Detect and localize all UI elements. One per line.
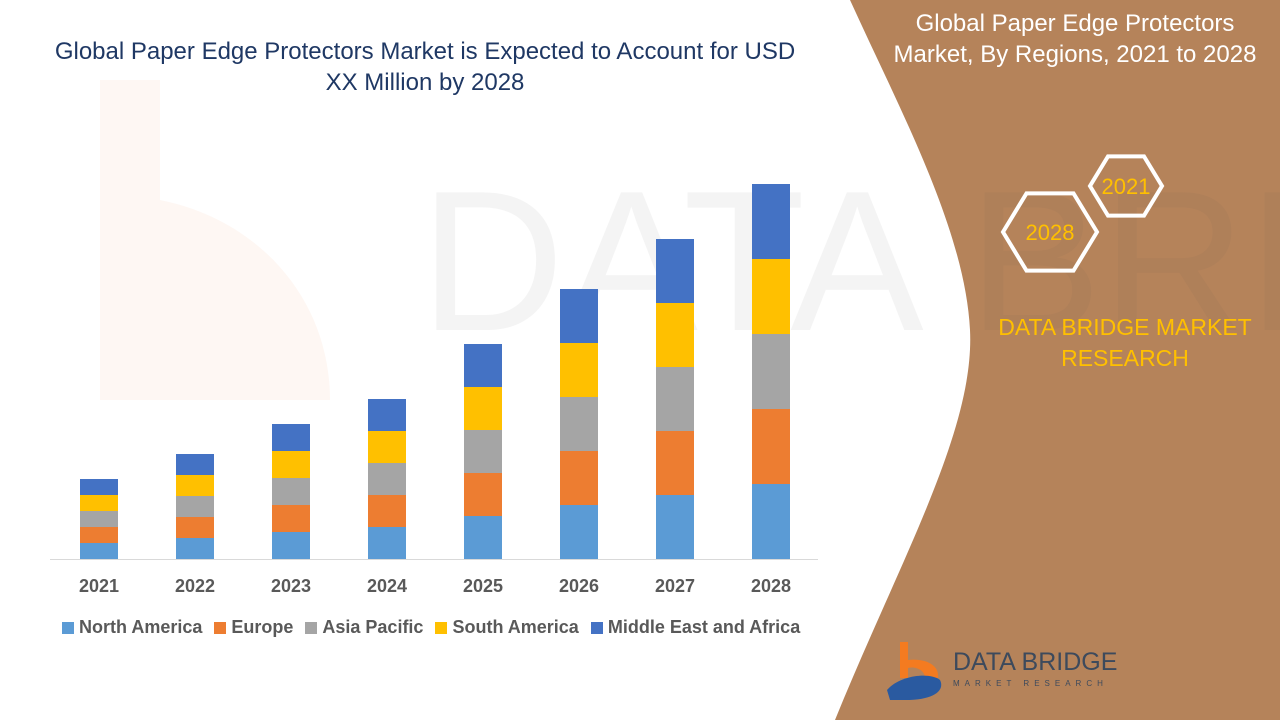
bar-middle-east-and-africa-2027	[656, 239, 694, 303]
logo-text: DATA BRIDGE	[953, 648, 1118, 676]
x-tick-label: 2021	[79, 576, 119, 596]
legend-swatch	[590, 621, 603, 634]
bar-asia-pacific-2021	[80, 511, 118, 527]
stacked-bar-chart: 2021 2022 2023 2024 2025 2026 2027 2028	[50, 184, 818, 596]
bar-middle-east-and-africa-2021	[80, 479, 118, 495]
bar-europe-2023	[272, 505, 310, 532]
bar-north-america-2026	[560, 505, 598, 559]
bar-middle-east-and-africa-2023	[272, 424, 310, 451]
bar-asia-pacific-2024	[368, 463, 406, 495]
bar-south-america-2025	[464, 387, 502, 430]
brand-name: DATA BRIDGE MARKET RESEARCH	[998, 314, 1252, 371]
bar-middle-east-and-africa-2028	[752, 184, 790, 259]
x-tick-label: 2026	[559, 576, 599, 596]
bar-middle-east-and-africa-2022	[176, 454, 214, 475]
bar-south-america-2021	[80, 495, 118, 511]
hexagon-2021	[1087, 154, 1165, 218]
x-tick-label: 2025	[463, 576, 503, 596]
legend-item: Europe	[214, 617, 293, 638]
bar-europe-2024	[368, 495, 406, 527]
x-tick-label: 2023	[271, 576, 311, 596]
bar-europe-2025	[464, 473, 502, 516]
bar-europe-2021	[80, 527, 118, 543]
bar-asia-pacific-2023	[272, 478, 310, 505]
bar-south-america-2026	[560, 343, 598, 397]
bar-middle-east-and-africa-2024	[368, 399, 406, 431]
legend-swatch	[305, 621, 318, 634]
bar-south-america-2027	[656, 303, 694, 367]
bar-south-america-2023	[272, 451, 310, 478]
bar-north-america-2025	[464, 516, 502, 559]
bar-south-america-2022	[176, 475, 214, 496]
side-panel-title: Global Paper Edge Protectors Market, By …	[893, 10, 1257, 68]
legend-label: Asia Pacific	[322, 617, 424, 637]
legend-label: Middle East and Africa	[607, 617, 801, 637]
x-tick-label: 2027	[655, 576, 695, 596]
legend-item: Asia Pacific	[305, 617, 423, 638]
bar-north-america-2023	[272, 532, 310, 559]
bar-europe-2026	[560, 451, 598, 505]
logo-icon	[887, 642, 942, 700]
bar-north-america-2022	[176, 538, 214, 559]
chart-title: Global Paper Edge Protectors Market is E…	[54, 38, 796, 96]
bar-asia-pacific-2022	[176, 496, 214, 517]
side-panel	[835, 0, 1280, 720]
legend-item: Middle East and Africa	[590, 617, 801, 638]
bar-europe-2027	[656, 431, 694, 495]
hexagons: 2021 2028	[1000, 154, 1165, 273]
bar-north-america-2027	[656, 495, 694, 559]
hexagon-2028	[1000, 191, 1100, 273]
x-tick-label: 2024	[367, 576, 407, 596]
legend-swatch	[435, 621, 448, 634]
legend: North America Europe Asia Pacific South Ame…	[62, 617, 800, 638]
legend-swatch	[62, 621, 74, 634]
bar-middle-east-and-africa-2025	[464, 344, 502, 387]
hexagon-label: 2028	[1026, 220, 1075, 245]
legend-label: North America	[79, 617, 203, 637]
bar-south-america-2028	[752, 259, 790, 334]
legend-label: South America	[452, 617, 579, 637]
watermark-logo-b	[100, 80, 330, 400]
x-tick-label: 2022	[175, 576, 215, 596]
x-tick-label: 2028	[751, 576, 791, 596]
bar-north-america-2028	[752, 484, 790, 559]
hexagon-label: 2021	[1102, 174, 1151, 199]
legend-swatch	[214, 621, 227, 634]
legend-item: North America	[62, 617, 202, 638]
logo-subtext: MARKET RESEARCH	[953, 679, 1108, 688]
legend-item: South America	[435, 617, 579, 638]
bar-asia-pacific-2025	[464, 430, 502, 473]
bar-asia-pacific-2028	[752, 334, 790, 409]
bar-europe-2028	[752, 409, 790, 484]
bar-asia-pacific-2026	[560, 397, 598, 451]
bar-middle-east-and-africa-2026	[560, 289, 598, 343]
bar-asia-pacific-2027	[656, 367, 694, 431]
bar-south-america-2024	[368, 431, 406, 463]
legend-label: Europe	[231, 617, 294, 637]
bar-north-america-2021	[80, 543, 118, 559]
bar-europe-2022	[176, 517, 214, 538]
bar-north-america-2024	[368, 527, 406, 559]
